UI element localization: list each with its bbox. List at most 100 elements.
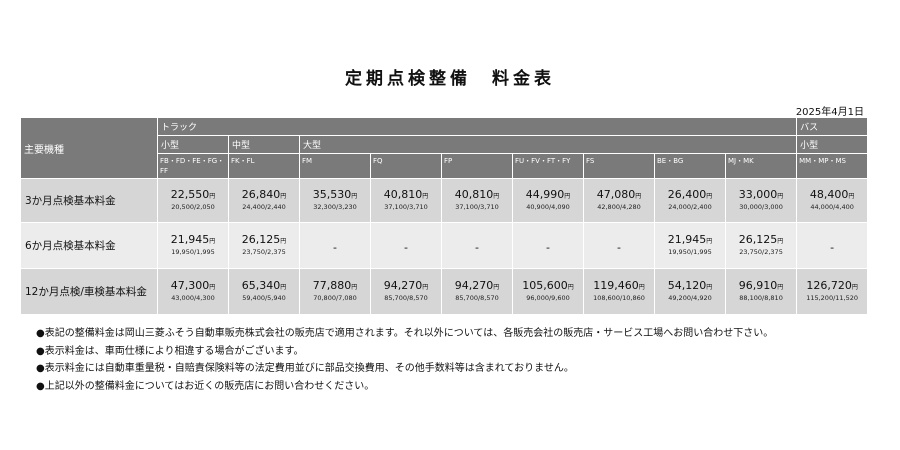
model-header: MJ・MK — [724, 153, 798, 179]
price-cell: 26,125円 23,750/2,375 — [724, 222, 798, 269]
row-label: 12か月点検/車検基本料金 — [20, 268, 158, 315]
price-cell: 94,270円 85,700/8,570 — [441, 268, 513, 315]
price-breakdown: 43,000/4,300 — [171, 294, 215, 302]
yen-unit: 円 — [422, 193, 429, 200]
yen-unit: 円 — [493, 193, 500, 200]
price-value: 35,530 — [312, 188, 352, 201]
fee-table: 主要機種 トラック バス 小型中型大型小型中型大型 FB・FD・FE・FG・FF… — [20, 117, 869, 315]
price-total: 48,400円 — [798, 189, 867, 203]
price-value: 21,945 — [170, 233, 210, 246]
price-cell: 77,880円 70,800/7,080 — [299, 268, 371, 315]
price-cell: - — [512, 222, 584, 269]
price-value: 22,550 — [170, 188, 210, 201]
yen-unit: 円 — [777, 284, 784, 291]
yen-unit: 円 — [635, 193, 642, 200]
price-breakdown: 23,750/2,375 — [739, 248, 783, 256]
no-price-dash: - — [404, 241, 408, 254]
price-total: 26,125円 — [230, 233, 299, 248]
no-price-dash: - — [546, 241, 550, 254]
group-header-row: 主要機種 トラック バス — [20, 117, 869, 179]
size-header: 小型 — [796, 135, 869, 154]
note-item: ●表示料金は、車両仕様により相違する場合がございます。 — [36, 345, 304, 357]
price-value: 47,300 — [170, 279, 210, 292]
no-price-dash: - — [830, 241, 835, 254]
price-cell: 26,840円 24,400/2,440 — [228, 178, 300, 223]
price-cell: 26,400円 24,000/2,400 — [654, 178, 726, 223]
price-cell: 44,990円 40,900/4,090 — [512, 178, 584, 223]
price-value: 105,600 — [522, 279, 568, 292]
price-cell: 48,400円 44,000/4,400 — [796, 178, 869, 223]
table-row: 6か月点検基本料金 21,945円 19,950/1,995 26,125円 23,75… — [20, 222, 869, 269]
price-value: 26,840 — [241, 188, 281, 201]
price-breakdown: 37,100/3,710 — [455, 203, 499, 211]
price-breakdown: 108,600/10,860 — [593, 294, 645, 302]
price-total: 40,810円 — [372, 189, 441, 203]
price-breakdown: 42,800/4,280 — [597, 203, 641, 211]
price-value: 54,120 — [667, 279, 707, 292]
size-label: 大型 — [303, 141, 322, 151]
price-total: 77,880円 — [301, 280, 370, 294]
price-cell: 47,300円 43,000/4,300 — [157, 268, 229, 315]
price-total: 126,720円 — [798, 279, 867, 294]
price-total: 94,270円 — [443, 279, 512, 294]
price-value: 26,125 — [738, 233, 778, 246]
table-row: 3か月点検基本料金 22,550円 20,500/2,050 26,840円 24,40… — [20, 178, 869, 223]
price-value: 44,990 — [525, 188, 565, 201]
price-cell: - — [583, 222, 655, 269]
model-header: FB・FD・FE・FG・FF — [157, 153, 229, 179]
yen-unit: 円 — [706, 193, 713, 200]
price-breakdown: 85,700/8,570 — [455, 294, 499, 302]
model-header: MM・MP・MS — [796, 153, 869, 179]
yen-unit: 円 — [422, 284, 429, 291]
price-cell: 33,000円 30,000/3,000 — [724, 178, 798, 223]
model-header: FM — [299, 153, 371, 179]
yen-unit: 円 — [351, 284, 358, 291]
price-breakdown: 24,000/2,400 — [668, 203, 712, 211]
no-price-dash: - — [617, 241, 621, 254]
table-row: 12か月点検/車検基本料金 47,300円 43,000/4,300 65,340円 5… — [20, 268, 869, 315]
yen-unit: 円 — [280, 284, 287, 291]
price-value: 94,270 — [454, 279, 494, 292]
price-value: 126,720 — [806, 279, 852, 292]
price-cell: 21,945円 19,950/1,995 — [654, 222, 726, 269]
price-total: 96,910円 — [727, 279, 796, 294]
yen-unit: 円 — [209, 284, 216, 291]
price-cell: 35,530円 32,300/3,230 — [299, 178, 371, 223]
price-cell: 126,720円 115,200/11,520 — [796, 268, 869, 315]
model-header: FQ — [370, 153, 442, 179]
price-value: 33,000 — [738, 188, 778, 201]
yen-unit: 円 — [493, 284, 500, 291]
price-breakdown: 19,950/1,995 — [668, 248, 712, 256]
yen-unit: 円 — [564, 193, 571, 200]
price-value: 26,125 — [241, 233, 281, 246]
price-total: 119,460円 — [585, 280, 654, 294]
yen-unit: 円 — [351, 193, 358, 200]
yen-unit: 円 — [280, 238, 287, 245]
yen-unit: 円 — [777, 193, 784, 200]
group-label: バス — [800, 123, 819, 133]
price-breakdown: 70,800/7,080 — [313, 294, 357, 302]
price-total: 47,080円 — [585, 189, 654, 203]
size-header: 中型 — [228, 135, 300, 154]
size-header: 小型 — [157, 135, 229, 154]
page-title: 定期点検整備 料金表 — [345, 69, 555, 89]
price-cell: 54,120円 49,200/4,920 — [654, 268, 726, 315]
price-breakdown: 96,000/9,600 — [526, 294, 570, 302]
note-item: ●表記の整備料金は岡山三菱ふそう自動車販売株式会社の販売店で適用されます。それ以… — [36, 328, 774, 339]
price-breakdown: 49,200/4,920 — [668, 294, 712, 302]
price-total: 21,945円 — [159, 233, 228, 248]
price-breakdown: 24,400/2,440 — [242, 203, 286, 211]
price-total: 47,300円 — [159, 279, 228, 294]
price-breakdown: 32,300/3,230 — [313, 203, 357, 211]
price-total: 26,840円 — [230, 188, 299, 203]
price-total: 94,270円 — [372, 280, 441, 294]
yen-unit: 円 — [209, 193, 216, 200]
price-total: 40,810円 — [443, 189, 512, 203]
fee-table-body: 主要機種 トラック バス 小型中型大型小型中型大型 FB・FD・FE・FG・FF… — [20, 117, 869, 315]
price-cell: - — [299, 222, 371, 269]
price-value: 26,400 — [667, 188, 707, 201]
price-cell: 26,125円 23,750/2,375 — [228, 222, 300, 269]
issue-date: 2025年4月1日 — [795, 107, 864, 118]
note-item: ●表示料金には自動車重量税・自賠責保険料等の法定費用並びに部品交換費用、その他手… — [36, 363, 574, 374]
price-value: 96,910 — [738, 279, 778, 292]
